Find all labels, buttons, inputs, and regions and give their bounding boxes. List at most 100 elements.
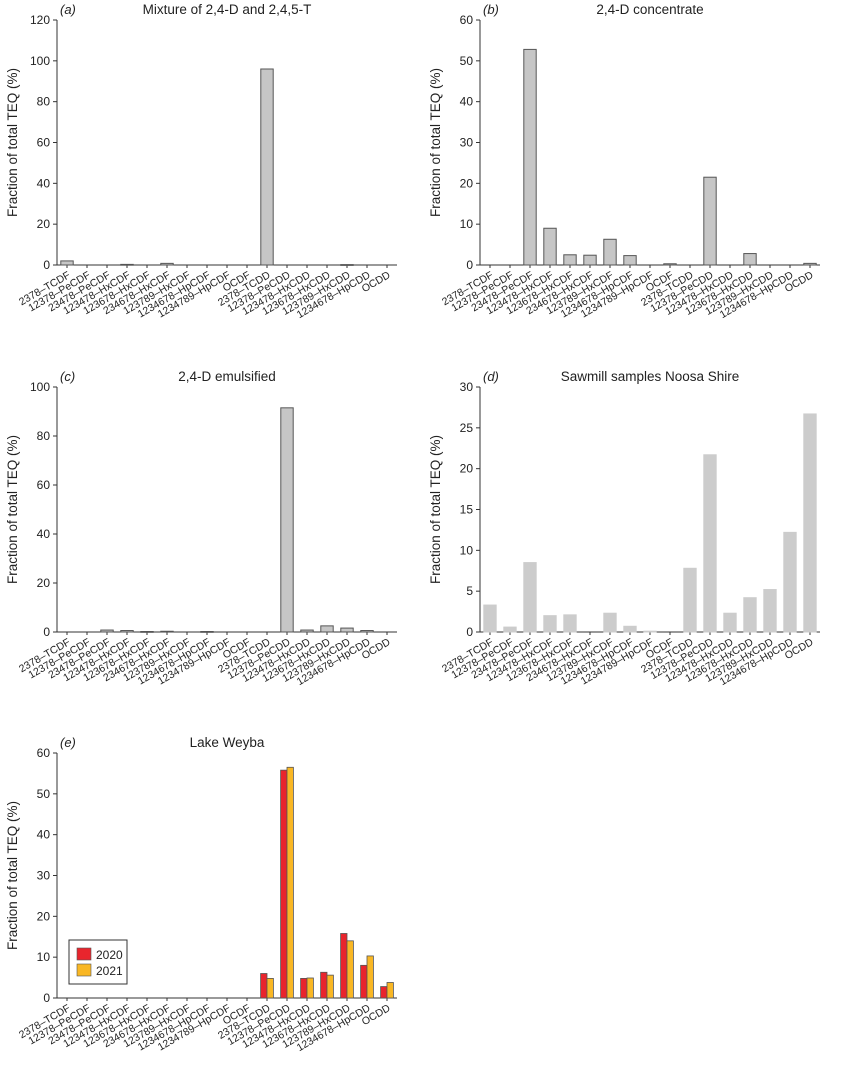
- y-tick-label: 40: [37, 828, 51, 842]
- y-tick-label: 20: [460, 462, 474, 476]
- bar: [523, 562, 537, 633]
- bar: [340, 264, 354, 266]
- bar-2020: [260, 973, 268, 999]
- bar: [503, 626, 517, 633]
- y-tick-label: 30: [460, 380, 474, 394]
- panel-a: 0 20 40 60 80 100 120 Fraction of total TEQ (%)…: [5, 2, 397, 321]
- bar-2021: [326, 974, 334, 999]
- y-tick-label: 100: [30, 54, 50, 68]
- bar: [803, 262, 817, 266]
- y-tick-label: 60: [37, 136, 51, 150]
- bar: [623, 625, 637, 633]
- chart-title: 2,4-D emulsified: [178, 369, 276, 384]
- bar: [663, 263, 677, 266]
- panel-d: 0 5 10 15 20 25 30 Fraction of total TEQ (%) Saw…: [428, 369, 820, 688]
- y-tick-label: 80: [37, 95, 51, 109]
- bar: [100, 629, 114, 633]
- y-tick-label: 20: [37, 217, 51, 231]
- bar: [120, 263, 134, 266]
- bar: [563, 614, 577, 633]
- bar: [643, 630, 657, 633]
- panel-label: (a): [60, 2, 76, 17]
- bar: [583, 254, 597, 266]
- y-tick-label: 60: [37, 746, 51, 760]
- y-tick-label: 0: [43, 991, 50, 1005]
- bar: [723, 612, 737, 633]
- y-tick-label: 30: [460, 136, 474, 150]
- bar: [260, 68, 274, 266]
- panel-c: 0 20 40 60 80 100 Fraction of total TEQ (%) 2,4…: [5, 369, 397, 688]
- chart-title: Lake Weyba: [190, 735, 265, 750]
- bar: [360, 630, 374, 633]
- legend-swatch: [76, 963, 92, 977]
- bar-2021: [386, 982, 394, 999]
- y-tick-label: 10: [460, 543, 474, 557]
- panel-b: 0 10 20 30 40 50 60 Fraction of total TEQ (%) 2,…: [428, 2, 820, 321]
- y-axis-label: Fraction of total TEQ (%): [5, 801, 20, 950]
- bar: [300, 629, 314, 633]
- panel-e: 0 10 20 30 40 50 60 Fraction of total TEQ (%) La…: [5, 735, 397, 1054]
- y-tick-label: 80: [37, 429, 51, 443]
- bar-2020: [360, 964, 368, 999]
- bar-2020: [380, 986, 388, 999]
- bar: [703, 176, 717, 266]
- bar: [543, 615, 557, 633]
- bar-2021: [306, 977, 314, 999]
- bar: [783, 531, 797, 633]
- y-tick-label: 20: [460, 176, 474, 190]
- y-axis-label: Fraction of total TEQ (%): [428, 68, 443, 217]
- y-tick-label: 40: [460, 95, 474, 109]
- bar: [763, 589, 777, 633]
- bar: [743, 253, 757, 266]
- bar: [623, 255, 637, 266]
- bar: [340, 627, 354, 633]
- bar-2021: [346, 940, 354, 999]
- bar-2020: [320, 971, 328, 999]
- legend-box: [68, 939, 128, 985]
- panel-label: (c): [60, 369, 75, 384]
- bar-2021: [266, 978, 274, 999]
- y-tick-label: 0: [466, 625, 473, 639]
- y-tick-label: 0: [43, 625, 50, 639]
- chart-title: 2,4-D concentrate: [596, 2, 703, 17]
- bar: [280, 407, 294, 633]
- y-axis-label: Fraction of total TEQ (%): [5, 68, 20, 217]
- y-axis-label: Fraction of total TEQ (%): [428, 435, 443, 584]
- bar: [160, 630, 174, 633]
- legend-label: 2020: [96, 948, 123, 962]
- legend: 2020 2021: [68, 939, 128, 985]
- bar: [160, 262, 174, 266]
- chart-title: Mixture of 2,4-D and 2,4,5-T: [143, 2, 312, 17]
- y-tick-label: 0: [466, 258, 473, 272]
- bar: [200, 631, 214, 633]
- y-tick-label: 50: [37, 787, 51, 801]
- bar: [543, 227, 557, 266]
- y-tick-label: 10: [460, 217, 474, 231]
- panel-label: (d): [483, 369, 499, 384]
- y-tick-label: 30: [37, 869, 51, 883]
- y-tick-label: 20: [37, 909, 51, 923]
- y-tick-label: 5: [466, 584, 473, 598]
- bar: [140, 631, 154, 633]
- bar-2020: [280, 769, 288, 999]
- y-tick-label: 120: [30, 13, 50, 27]
- bar: [320, 625, 334, 633]
- bar: [563, 254, 577, 266]
- chart-title: Sawmill samples Noosa Shire: [561, 369, 740, 384]
- bar-2021: [286, 766, 294, 999]
- bar-2020: [340, 933, 348, 999]
- y-tick-label: 50: [460, 54, 474, 68]
- bar-2020: [300, 978, 308, 999]
- bar: [120, 630, 134, 633]
- y-tick-label: 15: [460, 503, 474, 517]
- y-tick-label: 40: [37, 527, 51, 541]
- panel-label: (b): [483, 2, 499, 17]
- y-tick-label: 0: [43, 258, 50, 272]
- bar: [683, 567, 697, 633]
- y-tick-label: 25: [460, 421, 474, 435]
- bar-2021: [366, 955, 374, 999]
- y-tick-label: 40: [37, 176, 51, 190]
- bar: [603, 612, 617, 633]
- panel-label: (e): [60, 735, 76, 750]
